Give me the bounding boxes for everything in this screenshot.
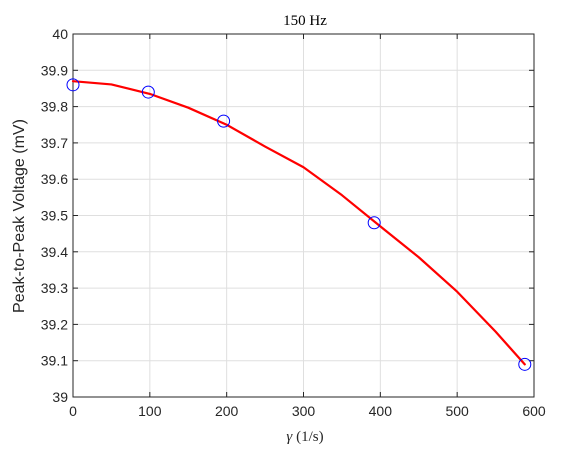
x-tick-label: 400 — [369, 403, 393, 419]
data-point — [217, 114, 231, 128]
y-tick-label: 39.5 — [41, 208, 68, 224]
y-tick-label: 39.8 — [41, 99, 68, 115]
y-tick-label: 39.6 — [41, 171, 68, 187]
y-tick-label: 40 — [52, 26, 68, 42]
series-markers — [66, 78, 532, 371]
x-axis-label-symbol: γ — [286, 429, 293, 445]
y-axis-label: Peak-to-Peak Voltage (mV) — [11, 119, 28, 313]
data-point — [141, 85, 155, 99]
x-tick-label: 300 — [292, 403, 316, 419]
y-tick-label: 39.9 — [41, 62, 68, 78]
chart-title: 150 Hz — [283, 13, 327, 29]
data-point — [66, 78, 80, 92]
x-tick-label: 100 — [138, 403, 162, 419]
axes — [72, 33, 535, 398]
y-tick-label: 39.3 — [41, 280, 68, 296]
x-axis-label: γ (1/s) — [286, 429, 323, 445]
x-axis-label-unit: (1/s) — [292, 429, 323, 445]
x-tick-label: 600 — [522, 403, 546, 419]
x-tick-label: 0 — [69, 403, 77, 419]
fit-curve — [71, 80, 526, 366]
y-tick-label: 39.7 — [41, 135, 68, 151]
y-tick-label: 39 — [52, 389, 68, 405]
y-tick-label: 39.4 — [41, 244, 68, 260]
y-tick-label: 39.1 — [41, 353, 68, 369]
data-point — [518, 357, 532, 371]
data-point — [367, 216, 381, 230]
tick-labels: 0 100 200 300 400 500 600 39 39.1 39.2 39.3 39.4 39.… — [41, 26, 546, 419]
x-tick-label: 500 — [445, 403, 469, 419]
series-lines — [71, 80, 526, 366]
x-tick-label: 200 — [215, 403, 239, 419]
y-tick-label: 39.2 — [41, 316, 68, 332]
